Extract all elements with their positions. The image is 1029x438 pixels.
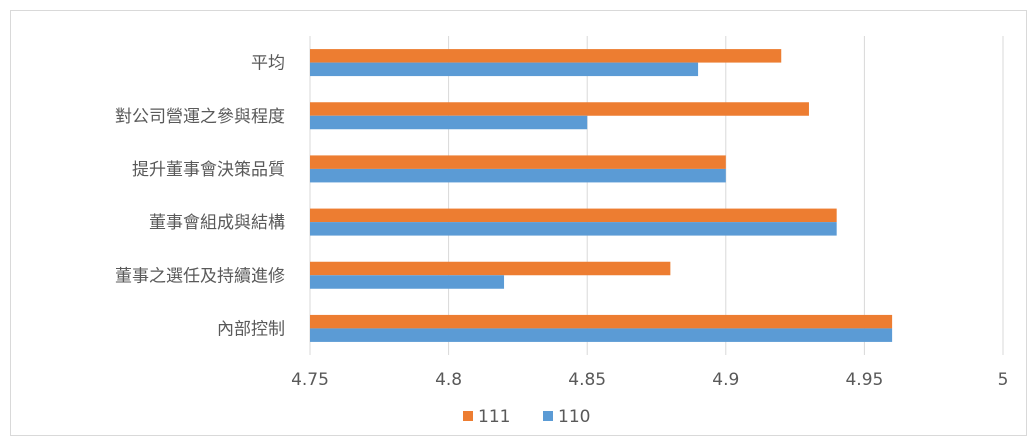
bar-111 (310, 261, 671, 276)
category-label: 董事會組成與結構 (149, 213, 285, 233)
x-tick-label: 4.85 (568, 370, 606, 390)
x-tick-label: 4.75 (291, 370, 329, 390)
bar-110 (310, 168, 726, 183)
bar-110 (310, 115, 588, 130)
x-tick-label: 4.8 (435, 370, 462, 390)
legend-swatch-111 (463, 411, 473, 421)
bar-111 (310, 102, 809, 116)
x-tick-label: 5 (998, 370, 1009, 390)
bar-110 (310, 275, 505, 289)
bar-110 (310, 328, 893, 342)
legend-label-111: 111 (478, 407, 510, 427)
bar-111 (310, 49, 782, 63)
bar-111 (310, 208, 837, 223)
gridlines (309, 36, 1004, 355)
category-label: 董事之選任及持續進修 (115, 266, 285, 286)
category-label: 內部控制 (217, 319, 285, 339)
category-label: 對公司營運之參與程度 (115, 107, 285, 127)
category-label: 提升董事會決策品質 (132, 160, 285, 180)
bars (310, 49, 893, 342)
bar-110 (310, 222, 837, 236)
legend: 111 110 (463, 407, 590, 427)
x-tick-label: 4.9 (712, 370, 739, 390)
x-axis-tick-labels: 4.75 4.8 4.85 4.9 4.95 5 (291, 370, 1008, 390)
x-tick-label: 4.95 (845, 370, 883, 390)
legend-swatch-110 (543, 411, 553, 421)
category-labels: 平均對公司營運之參與程度提升董事會決策品質董事會組成與結構董事之選任及持續進修內… (115, 54, 285, 340)
bar-110 (310, 62, 699, 77)
legend-label-110: 110 (558, 407, 590, 427)
category-label: 平均 (251, 54, 285, 74)
bar-111 (310, 314, 893, 329)
bar-111 (310, 155, 726, 169)
